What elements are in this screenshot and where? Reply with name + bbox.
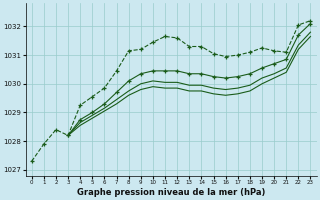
X-axis label: Graphe pression niveau de la mer (hPa): Graphe pression niveau de la mer (hPa): [77, 188, 265, 197]
